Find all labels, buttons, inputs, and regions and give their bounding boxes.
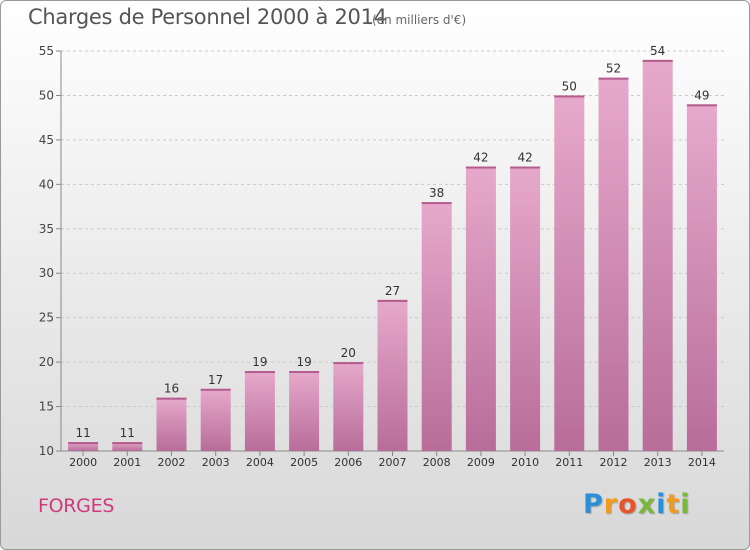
bar (244, 371, 275, 451)
x-tick-label: 2009 (467, 456, 495, 469)
data-label: 49 (694, 88, 709, 102)
x-tick-label: 2014 (688, 456, 716, 469)
bar (510, 166, 541, 452)
bar-top-edge (68, 442, 99, 445)
y-tick-label: 50 (39, 88, 54, 102)
x-tick-label: 2008 (423, 456, 451, 469)
x-tick-label: 2002 (158, 456, 186, 469)
data-label: 19 (296, 355, 311, 369)
data-label: 27 (385, 284, 400, 298)
chart-unit-note: (en milliers d'€) (372, 13, 467, 27)
x-tick-label: 2011 (555, 456, 583, 469)
y-tick-label: 55 (39, 44, 54, 58)
x-tick-label: 2006 (334, 456, 362, 469)
bar-top-edge (289, 371, 320, 373)
data-label: 20 (341, 346, 356, 360)
bar-top-edge (686, 104, 717, 107)
bar (421, 202, 452, 451)
x-tick-label: 2010 (511, 456, 539, 469)
logo-letter: o (618, 489, 638, 520)
y-tick-label: 20 (39, 355, 54, 369)
x-tick-label: 2012 (600, 456, 628, 469)
place-name: FORGES (38, 495, 115, 517)
y-tick-label: 40 (39, 177, 54, 191)
chart-title: Charges de Personnel 2000 à 2014 (28, 5, 387, 29)
bar (200, 388, 231, 451)
bar (598, 77, 629, 452)
data-label: 19 (252, 355, 267, 369)
x-tick-label: 2000 (69, 456, 97, 469)
bar-top-edge (333, 362, 364, 365)
bar (289, 371, 320, 451)
bar (112, 442, 143, 451)
logo-letter: P (583, 489, 604, 520)
bar-top-edge (377, 299, 408, 302)
proxiti-logo[interactable]: Proxiti (583, 489, 691, 520)
y-tick-label: 30 (39, 266, 54, 280)
y-tick-label: 15 (39, 400, 54, 414)
bar-top-edge (421, 202, 452, 205)
data-label: 42 (473, 151, 488, 165)
bar (554, 95, 585, 451)
bar-top-edge (244, 371, 275, 373)
bar (377, 299, 408, 451)
bar (465, 166, 496, 452)
data-label: 52 (606, 62, 621, 76)
bar (68, 442, 99, 451)
bar-top-edge (465, 166, 496, 169)
x-tick-label: 2007 (379, 456, 407, 469)
data-label: 11 (120, 426, 135, 440)
y-tick-label: 45 (39, 133, 54, 147)
logo-letter: i (656, 489, 667, 520)
bar (333, 362, 364, 451)
bar-top-edge (642, 59, 673, 62)
data-label: 11 (75, 426, 90, 440)
bar-top-edge (554, 95, 585, 98)
logo-letter: r (603, 489, 619, 520)
bar-top-edge (510, 166, 541, 169)
data-label: 38 (429, 186, 444, 200)
logo-letter: x (637, 489, 657, 520)
x-tick-label: 2004 (246, 456, 274, 469)
bar (686, 104, 717, 451)
bar-top-edge (112, 442, 143, 445)
bar-top-edge (200, 388, 231, 391)
data-label: 16 (164, 382, 179, 396)
y-tick-label: 10 (39, 444, 54, 458)
bar (642, 59, 673, 452)
data-label: 50 (562, 79, 577, 93)
bar-top-edge (598, 77, 629, 80)
logo-letter: t (666, 489, 681, 520)
x-tick-label: 2001 (113, 456, 141, 469)
logo-letter: i (680, 489, 691, 520)
x-tick-label: 2013 (644, 456, 672, 469)
x-tick-label: 2005 (290, 456, 318, 469)
y-tick-label: 35 (39, 222, 54, 236)
data-label: 42 (517, 151, 532, 165)
data-label: 54 (650, 44, 665, 58)
y-tick-label: 25 (39, 311, 54, 325)
data-label: 17 (208, 373, 223, 387)
bar (156, 397, 187, 451)
bar-top-edge (156, 397, 187, 400)
x-tick-label: 2003 (202, 456, 230, 469)
